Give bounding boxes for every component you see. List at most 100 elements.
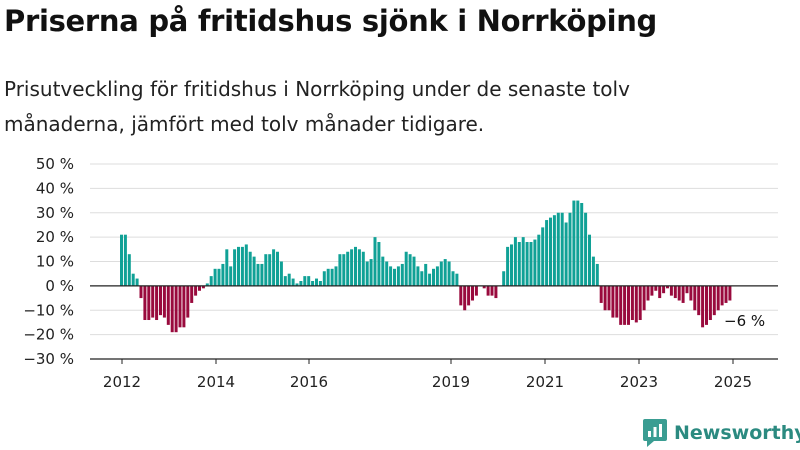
bar [420,271,424,286]
bar [556,212,560,286]
bar [377,242,381,286]
bar [127,254,131,286]
bar [190,285,194,303]
bar [681,285,685,303]
bar [198,285,201,291]
y-tick-label: −20 % [23,326,74,344]
bar [607,285,611,311]
bar [279,261,283,286]
bar [666,285,669,289]
bar [166,285,170,325]
bar [428,273,432,286]
bar [673,285,677,299]
bar [244,244,248,286]
chart-subtitle: Prisutveckling för fritidshus i Norrköpi… [4,77,630,136]
x-tick-label: 2023 [620,373,658,391]
y-axis-labels: 50 % 40 % 30 % 20 % 10 % 0 % −10 % −20 % −30 % [23,155,74,368]
bar [537,234,541,286]
bar [276,251,279,286]
bar [619,285,623,325]
bar [400,263,404,286]
bar [576,200,580,286]
bar [701,285,705,328]
bar [650,285,654,296]
bar [720,285,724,306]
bar [611,285,615,318]
bar [385,261,389,286]
bar [334,266,338,286]
bar-chart: 50 % 40 % 30 % 20 % 10 % 0 % −10 % −20 % −30 % 2… [23,155,778,391]
bar [322,271,326,286]
bar [432,268,435,286]
bar [338,254,342,286]
y-tick-label: 10 % [36,253,74,271]
bar [139,285,143,299]
bar [560,212,564,286]
bar [529,242,533,286]
brand-name: Newsworthy [674,422,800,444]
bar [155,285,159,321]
bar [217,268,221,286]
bar [416,266,420,286]
bar [486,285,490,296]
bar [708,285,712,321]
bar [603,285,607,311]
bar [591,256,595,286]
bar [143,285,147,321]
x-tick-label: 2021 [526,373,564,391]
bar [240,246,244,286]
bar [658,285,662,299]
bar [151,285,155,318]
bar [572,200,576,286]
y-tick-label: 50 % [36,155,74,173]
y-tick-label: −30 % [23,350,74,368]
bar [182,285,186,328]
bar [369,259,373,286]
bar [268,254,272,286]
bar [502,271,506,286]
bar [396,266,400,286]
bar [229,266,233,286]
bar [295,283,299,286]
bar [494,285,498,299]
bar [677,285,681,301]
bar [580,203,584,286]
bar [174,285,178,333]
bar [482,285,486,289]
x-tick-label: 2025 [714,373,752,391]
bar [354,246,357,286]
bar [595,263,599,286]
bar [237,246,240,286]
y-tick-label: 20 % [36,228,74,246]
bar [318,281,322,286]
y-tick-label: 0 % [45,277,74,295]
bar [170,285,174,333]
bar [642,285,646,311]
bar [252,256,256,286]
bar [346,251,350,286]
bar [588,234,591,286]
bar [697,285,701,316]
bar [463,285,467,311]
bar [584,212,588,286]
bar [350,249,354,286]
bar [205,283,209,286]
bar [404,251,408,286]
bar [471,285,474,301]
bar [646,285,650,301]
bar [393,268,396,286]
bar [459,285,463,306]
bar [669,285,673,296]
bar [490,285,494,296]
bar [162,285,166,318]
bar [615,285,619,318]
bar [630,285,634,321]
bar [568,212,572,286]
bar [412,256,416,286]
bar [712,285,716,316]
newsworthy-brand: Newsworthy [643,419,800,447]
chart-title: Priserna på fritidshus sjönk i Norrköpin… [4,4,658,38]
bar [389,266,393,286]
bar [233,249,237,286]
bar [685,285,689,294]
